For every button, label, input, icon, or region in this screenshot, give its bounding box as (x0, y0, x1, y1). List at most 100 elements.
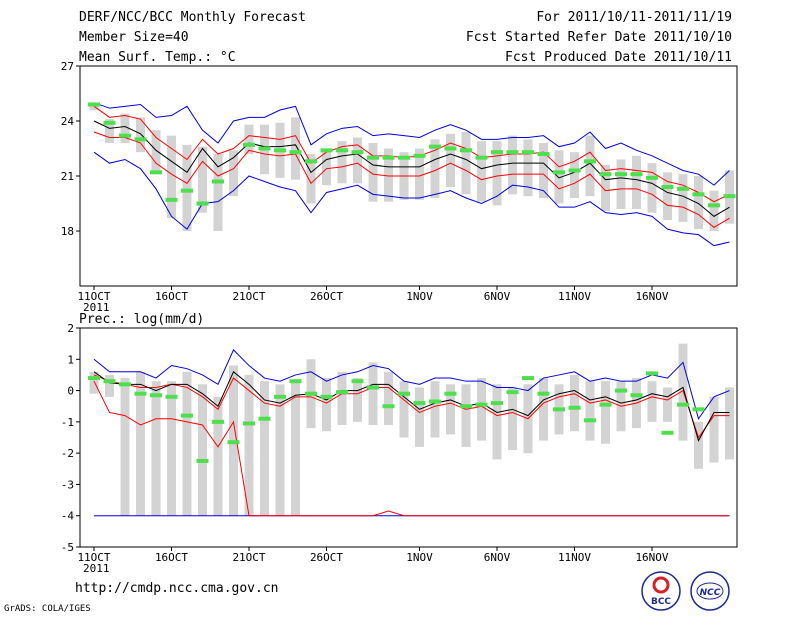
observation-mark (227, 440, 240, 445)
spread-box (167, 381, 176, 516)
observation-mark (568, 405, 581, 410)
observation-mark (615, 388, 627, 393)
y-tick-label: -3 (61, 478, 74, 491)
spread-box (508, 135, 517, 195)
spread-box (647, 381, 657, 422)
spread-box (167, 135, 176, 219)
observation-mark (398, 391, 410, 396)
spread-box (151, 130, 161, 173)
spread-box (198, 146, 207, 213)
spread-box (105, 374, 114, 397)
header-right: For 2011/10/11-2011/11/19 Fcst Started R… (466, 8, 732, 68)
spread-box (601, 165, 610, 211)
spread-box (322, 378, 331, 432)
observation-mark (150, 170, 162, 175)
observation-mark (429, 399, 441, 404)
spread-box (461, 384, 471, 447)
observation-mark (506, 390, 519, 395)
spread-box (678, 174, 688, 222)
x-tick-label: 26OCT (310, 551, 343, 564)
x-tick-label: 1NOV (406, 290, 433, 303)
x-year-label: 2011 (83, 301, 110, 314)
spread-box (337, 371, 347, 425)
observation-mark (103, 379, 116, 384)
spread-box (415, 387, 424, 447)
spread-box (446, 384, 455, 435)
observation-mark (196, 201, 209, 206)
observation-mark (522, 376, 534, 381)
spread-box (554, 150, 564, 204)
upper-inner-line (93, 105, 730, 203)
plot-frame (79, 327, 738, 548)
observation-mark (367, 385, 379, 390)
observation-mark (351, 379, 364, 384)
observation-mark (382, 155, 395, 160)
x-tick-label: 16NOV (635, 290, 668, 303)
header-start-date: Fcst Started Refer Date 2011/10/10 (465, 30, 732, 45)
observation-mark (444, 146, 457, 151)
observation-mark (692, 407, 705, 412)
x-tick-label: 6NOV (484, 290, 511, 303)
spread-box (446, 133, 455, 187)
chart-panel-2: -5 -4 -3 -2 -1 0 1 2 11OCT 16OCT 21OCT 26OCT 1NOV 6NO… (61, 312, 738, 575)
spread-box (492, 384, 502, 460)
observation-mark (413, 401, 426, 406)
spread-box (539, 143, 548, 198)
spread-box (136, 371, 145, 516)
spread-box (477, 141, 486, 202)
spread-box (523, 139, 533, 197)
observation-mark (274, 148, 286, 153)
observation-mark (630, 393, 643, 398)
observation-mark (351, 150, 364, 155)
spread-box (399, 381, 409, 438)
x-tick-label: 16NOV (635, 551, 668, 564)
observation-mark (134, 137, 147, 142)
spread-box (244, 374, 254, 516)
observation-mark (491, 401, 503, 406)
x-tick-label: 21OCT (232, 290, 265, 303)
observation-mark (336, 390, 348, 395)
header-member-size: Member Size=40 (79, 30, 189, 45)
observation-mark (584, 159, 596, 164)
observation-mark (367, 155, 379, 160)
chart-panel-1: 18 21 24 27 11OCT 16OCT 21OCT 26OCT 1NOV 6NOV 11NO… (61, 60, 738, 314)
observation-mark (615, 172, 627, 177)
spread-box (182, 371, 192, 516)
upper-inner-line (93, 374, 730, 439)
observation-mark (646, 371, 658, 376)
observation-mark (677, 402, 689, 407)
observation-mark (537, 152, 550, 156)
spread-box (353, 378, 362, 422)
spread-box (260, 381, 269, 516)
observation-mark (460, 148, 472, 153)
y-tick-label: 2 (67, 322, 74, 335)
observation-mark (134, 391, 147, 396)
spread-box (430, 139, 440, 198)
spread-box (291, 117, 300, 180)
observation-mark (181, 413, 193, 418)
observation-mark (320, 148, 333, 153)
x-tick-label: 11NOV (558, 290, 591, 303)
lower-inner-line (93, 380, 730, 517)
observation-mark (243, 421, 255, 426)
spread-box (663, 387, 672, 422)
observation-mark (661, 185, 674, 189)
spread-box (213, 396, 223, 516)
observation-mark (460, 404, 472, 409)
observation-mark (243, 142, 255, 147)
observation-mark (413, 153, 426, 158)
observation-mark (723, 194, 736, 199)
footer-credit: GrADS: COLA/IGES (4, 604, 91, 614)
observation-mark (336, 148, 348, 153)
observation-mark (553, 170, 565, 175)
bcc-logo: BCC (641, 571, 681, 611)
spread-box (585, 135, 595, 197)
ensemble-mean-line (93, 371, 730, 442)
spread-box (120, 113, 130, 143)
observation-mark (475, 155, 488, 160)
observation-mark (196, 458, 209, 463)
observation-mark (165, 197, 178, 202)
observation-mark (212, 179, 224, 184)
footer-url[interactable]: http://cmdp.ncc.cma.gov.cn (75, 581, 279, 596)
observation-mark (475, 402, 488, 407)
